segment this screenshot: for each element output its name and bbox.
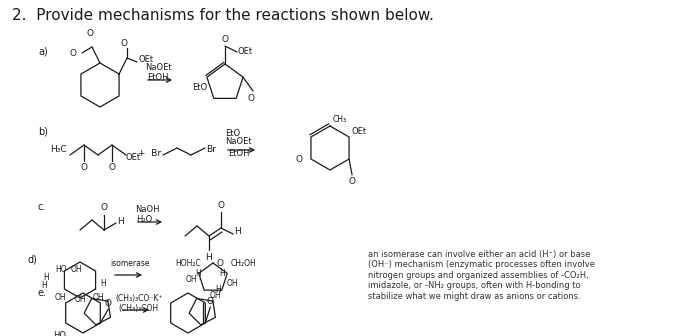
Text: e.: e. [38, 288, 47, 298]
Text: O: O [206, 296, 214, 305]
Text: b): b) [38, 127, 48, 137]
Text: O: O [108, 163, 116, 171]
Text: O: O [221, 36, 228, 44]
Text: (CH₃)₃CO⁻K⁺: (CH₃)₃CO⁻K⁺ [115, 294, 162, 303]
Text: (CH₃)₃COH: (CH₃)₃COH [118, 304, 158, 313]
Text: OEt: OEt [126, 153, 141, 162]
Text: OEt: OEt [238, 46, 253, 55]
Text: H: H [206, 252, 212, 261]
Text: CH₃: CH₃ [333, 116, 347, 125]
Text: OH: OH [71, 265, 83, 275]
Text: H: H [117, 216, 124, 225]
Text: OH: OH [210, 291, 222, 299]
Text: O: O [216, 259, 223, 268]
Text: H: H [215, 286, 220, 294]
Text: +  Br: + Br [138, 149, 161, 158]
Text: 2.  Provide mechanisms for the reactions shown below.: 2. Provide mechanisms for the reactions … [12, 8, 434, 23]
Text: an isomerase can involve either an acid (H⁺) or base
(OH⁻) mechanism (enzymatic : an isomerase can involve either an acid … [368, 250, 595, 301]
Text: H: H [219, 269, 225, 279]
Text: OH: OH [93, 294, 104, 302]
Text: O: O [120, 39, 127, 47]
Text: EtOH: EtOH [147, 74, 169, 83]
Text: a): a) [38, 47, 48, 57]
Text: OH: OH [186, 276, 197, 285]
Text: O: O [101, 204, 108, 212]
Text: NaOEt: NaOEt [145, 64, 172, 73]
Text: O: O [349, 176, 356, 185]
Text: H: H [195, 269, 201, 279]
Text: O: O [248, 94, 255, 102]
Text: H: H [41, 282, 47, 291]
Text: OH: OH [54, 294, 66, 302]
Text: HOH₂C: HOH₂C [175, 259, 201, 268]
Text: c.: c. [38, 202, 46, 212]
Text: O: O [70, 48, 77, 57]
Text: EtO: EtO [225, 128, 240, 137]
Text: OH: OH [75, 295, 87, 304]
Text: EtO: EtO [192, 84, 207, 92]
Text: O: O [218, 201, 225, 210]
Text: H₂O: H₂O [136, 214, 153, 223]
Text: O: O [105, 298, 112, 307]
Text: HO: HO [53, 331, 66, 336]
Text: H₃C: H₃C [50, 144, 66, 154]
Text: H: H [234, 227, 241, 237]
Text: CH₂OH: CH₂OH [231, 259, 257, 268]
Text: H: H [100, 279, 106, 288]
Text: d): d) [27, 254, 37, 264]
Text: OEt: OEt [351, 126, 366, 135]
Text: O: O [87, 29, 94, 38]
Text: O: O [296, 155, 303, 164]
Text: O: O [80, 163, 88, 171]
Text: HO: HO [55, 265, 66, 275]
Text: OH: OH [227, 280, 239, 289]
Text: EtOH: EtOH [228, 150, 249, 159]
Text: isomerase: isomerase [110, 259, 150, 268]
Text: H: H [43, 274, 49, 283]
Text: NaOEt: NaOEt [225, 137, 251, 146]
Text: NaOH: NaOH [135, 206, 160, 214]
Text: OEt: OEt [138, 55, 153, 65]
Text: Br: Br [206, 145, 216, 155]
